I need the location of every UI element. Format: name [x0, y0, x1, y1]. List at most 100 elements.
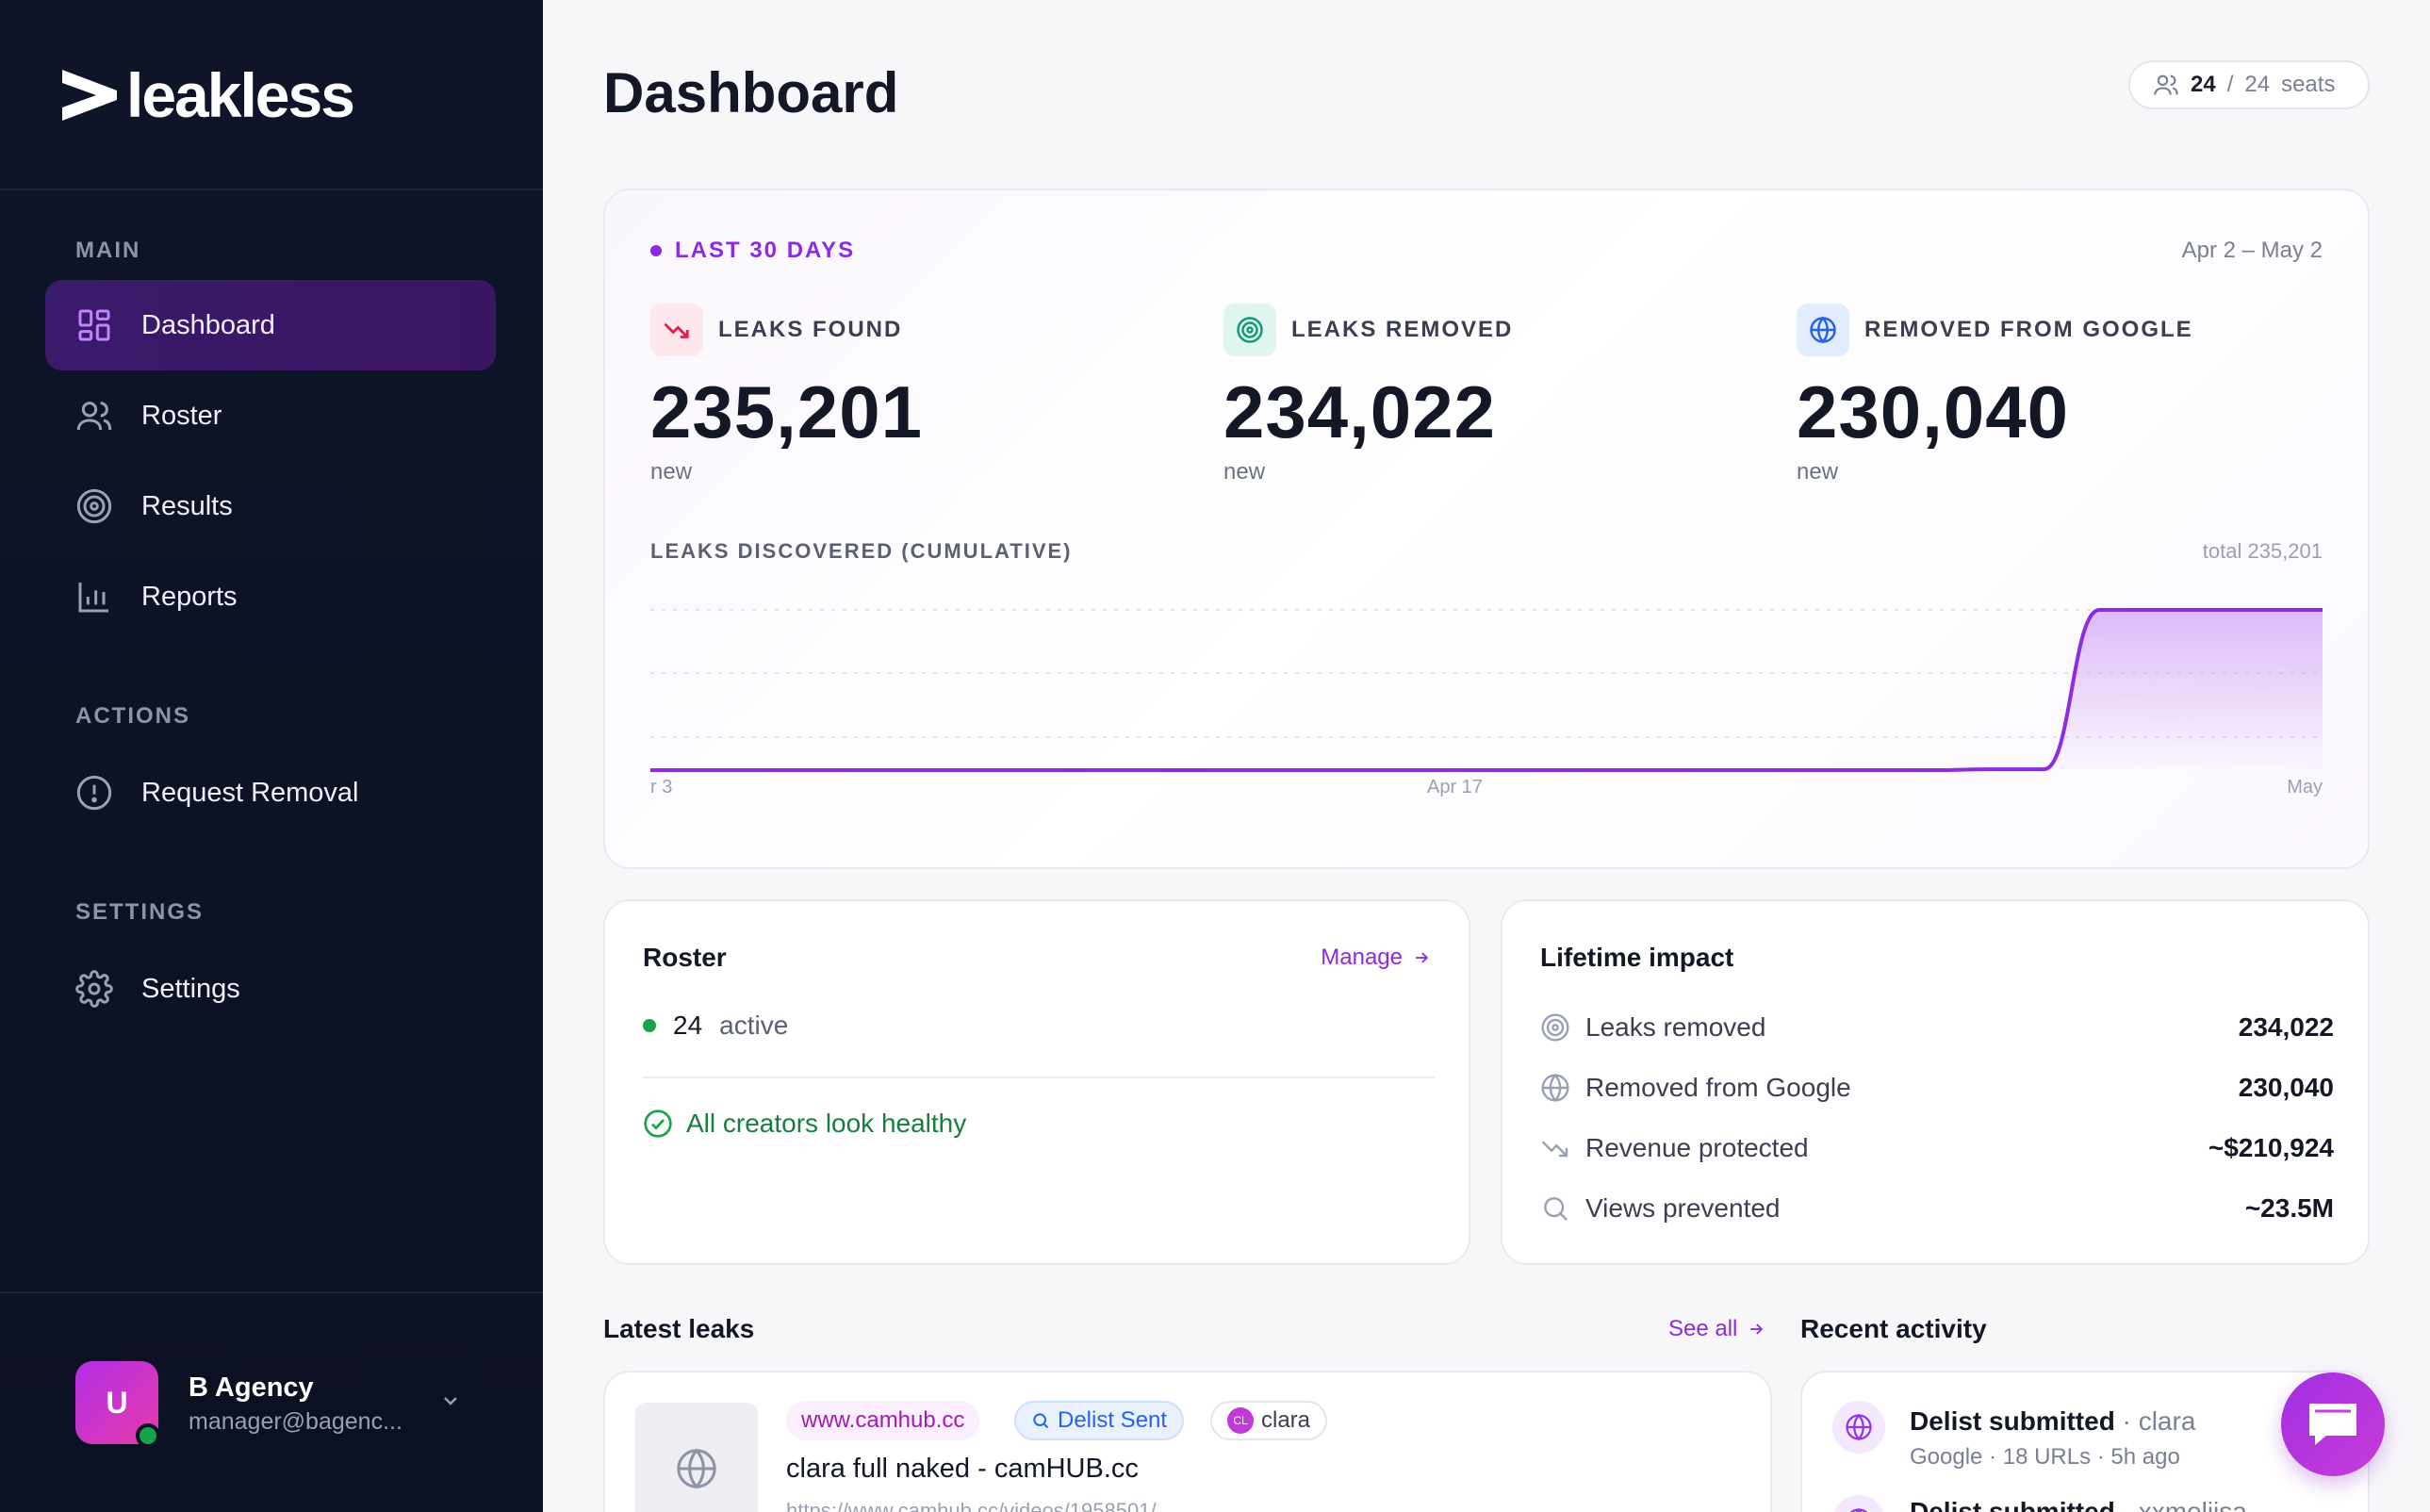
section-main: MAIN [75, 238, 141, 263]
stat-sub: new [1797, 459, 1839, 485]
target-icon [76, 488, 112, 524]
stat-header: LEAKS FOUND [650, 304, 1178, 356]
stat-label: LEAKS REMOVED [1291, 317, 1514, 342]
cumulative-chart [650, 608, 2323, 772]
sidebar-item-request-removal[interactable]: Request Removal [45, 748, 496, 838]
users-icon [76, 402, 112, 431]
alert-circle-icon [76, 775, 112, 811]
activity-icon [1832, 1401, 1885, 1454]
stat-header: LEAKS REMOVED [1223, 304, 1751, 356]
x-tick-label: May [2287, 777, 2323, 797]
sidebar-item-results[interactable]: Results [45, 461, 496, 551]
globe-icon [1810, 316, 1836, 344]
impact-label: Leaks removed [1585, 1012, 1766, 1042]
creator-avatar: CL [1227, 1407, 1254, 1434]
period-label: LAST 30 DAYS [675, 238, 856, 263]
grid-icon [78, 309, 110, 341]
globe-icon [1849, 1507, 1868, 1512]
bar-chart-icon [78, 583, 108, 613]
impact-label: Removed from Google [1585, 1073, 1851, 1102]
activity-who: · xxmelijsa [2122, 1497, 2247, 1512]
trending-down-icon [1541, 1141, 1568, 1158]
status-label: Delist Sent [1058, 1407, 1168, 1433]
activity-meta: Google · 18 URLs · 5h ago [1910, 1444, 2180, 1470]
health-status: All creators look healthy [643, 1109, 966, 1139]
impact-row-leaks-removed: Leaks removed 234,022 [1540, 1009, 2334, 1046]
leak-item[interactable]: www.camhub.cc Delist Sent CL clara clara… [603, 1371, 1772, 1512]
stat-sub: new [1223, 459, 1266, 485]
leak-title[interactable]: clara full naked - camHUB.cc [786, 1454, 1139, 1484]
globe-icon [1846, 1413, 1872, 1441]
stat-header: REMOVED FROM GOOGLE [1797, 304, 2324, 356]
globe-icon [677, 1448, 716, 1489]
summary-card: LAST 30 DAYS Apr 2 – May 2 LEAKS FOUND 2… [603, 189, 2370, 869]
page-title: Dashboard [603, 61, 899, 124]
user-email: manager@bagenc... [189, 1408, 402, 1435]
chart-total: total 235,201 [2202, 539, 2323, 563]
sidebar-item-roster[interactable]: Roster [45, 370, 496, 461]
app-logo[interactable]: leakless [60, 60, 355, 130]
stat-icon-box [1797, 304, 1849, 356]
arrow-right-icon [1750, 1323, 1764, 1335]
sidebar-item-label: Results [141, 490, 233, 521]
online-status-dot [136, 1423, 160, 1448]
see-all-label: See all [1668, 1316, 1738, 1341]
stat-icon-box [650, 304, 703, 356]
lifetime-impact-card: Lifetime impact Leaks removed 234,022 Re… [1501, 899, 2370, 1265]
health-text: All creators look healthy [686, 1109, 967, 1138]
see-all-link[interactable]: See all [1668, 1316, 1765, 1342]
chat-support-button[interactable] [2281, 1372, 2385, 1476]
x-tick-label: Apr 17 [1427, 777, 1483, 797]
domain-chip[interactable]: www.camhub.cc [786, 1401, 980, 1440]
divider [643, 1076, 1435, 1078]
stat-removed-from-google: REMOVED FROM GOOGLE 230,040 new [1797, 304, 2324, 485]
sidebar-item-label: Roster [141, 400, 222, 431]
period-dot [650, 245, 662, 256]
sidebar-item-label: Reports [141, 581, 238, 612]
users-icon [2154, 74, 2178, 95]
chat-bubble-icon [2309, 1404, 2356, 1445]
stat-value: 230,040 [1797, 370, 2069, 453]
sidebar: leakless MAIN Dashboard Roster Results R… [0, 0, 543, 1512]
seats-used: 24 [2191, 72, 2216, 97]
target-icon [1237, 317, 1263, 343]
period-tag: LAST 30 DAYS [650, 238, 855, 264]
seats-total: 24 [2244, 72, 2271, 97]
active-count-row: 24 active [643, 1011, 788, 1041]
seats-label: seats [2281, 72, 2336, 97]
recent-activity-card: Delist submitted · clara Google · 18 URL… [1800, 1371, 2370, 1512]
manage-label: Manage [1321, 945, 1403, 970]
sidebar-item-settings[interactable]: Settings [45, 944, 496, 1034]
target-icon [1541, 1013, 1569, 1042]
trending-down-icon [664, 322, 689, 338]
impact-label: Views prevented [1585, 1193, 1781, 1223]
leak-url[interactable]: https://www.camhub.cc/videos/1958501/... [786, 1499, 1174, 1512]
active-dot [643, 1019, 656, 1032]
sidebar-item-dashboard[interactable]: Dashboard [45, 280, 496, 370]
logo-icon [62, 70, 117, 121]
sidebar-item-label: Dashboard [141, 309, 275, 340]
check-circle-icon [644, 1109, 672, 1138]
sidebar-item-reports[interactable]: Reports [45, 551, 496, 642]
manage-link[interactable]: Manage [1321, 945, 1431, 971]
stat-label: LEAKS FOUND [718, 317, 903, 342]
activity-title: Delist submitted · xxmelijsa [1910, 1497, 2247, 1512]
status-badge: Delist Sent [1014, 1401, 1185, 1440]
search-icon [1544, 1197, 1568, 1221]
impact-value: 230,040 [2238, 1073, 2334, 1102]
active-label: active [719, 1011, 789, 1040]
impact-value: 234,022 [2238, 1012, 2334, 1042]
series-area [650, 610, 2323, 770]
impact-value: ~23.5M [2244, 1193, 2334, 1223]
card-title: Roster [643, 943, 727, 972]
stat-value: 234,022 [1223, 370, 1496, 453]
x-tick-label: r 3 [650, 777, 673, 797]
creator-chip[interactable]: CL clara [1210, 1401, 1328, 1440]
app-name: leakless [126, 60, 355, 130]
search-icon [1033, 1413, 1049, 1429]
sidebar-item-label: Settings [141, 973, 240, 1004]
chevron-down-icon[interactable] [439, 1389, 462, 1412]
activity-icon [1832, 1495, 1885, 1512]
impact-row-removed-from-google: Removed from Google 230,040 [1540, 1069, 2334, 1107]
date-range: Apr 2 – May 2 [2181, 238, 2323, 263]
